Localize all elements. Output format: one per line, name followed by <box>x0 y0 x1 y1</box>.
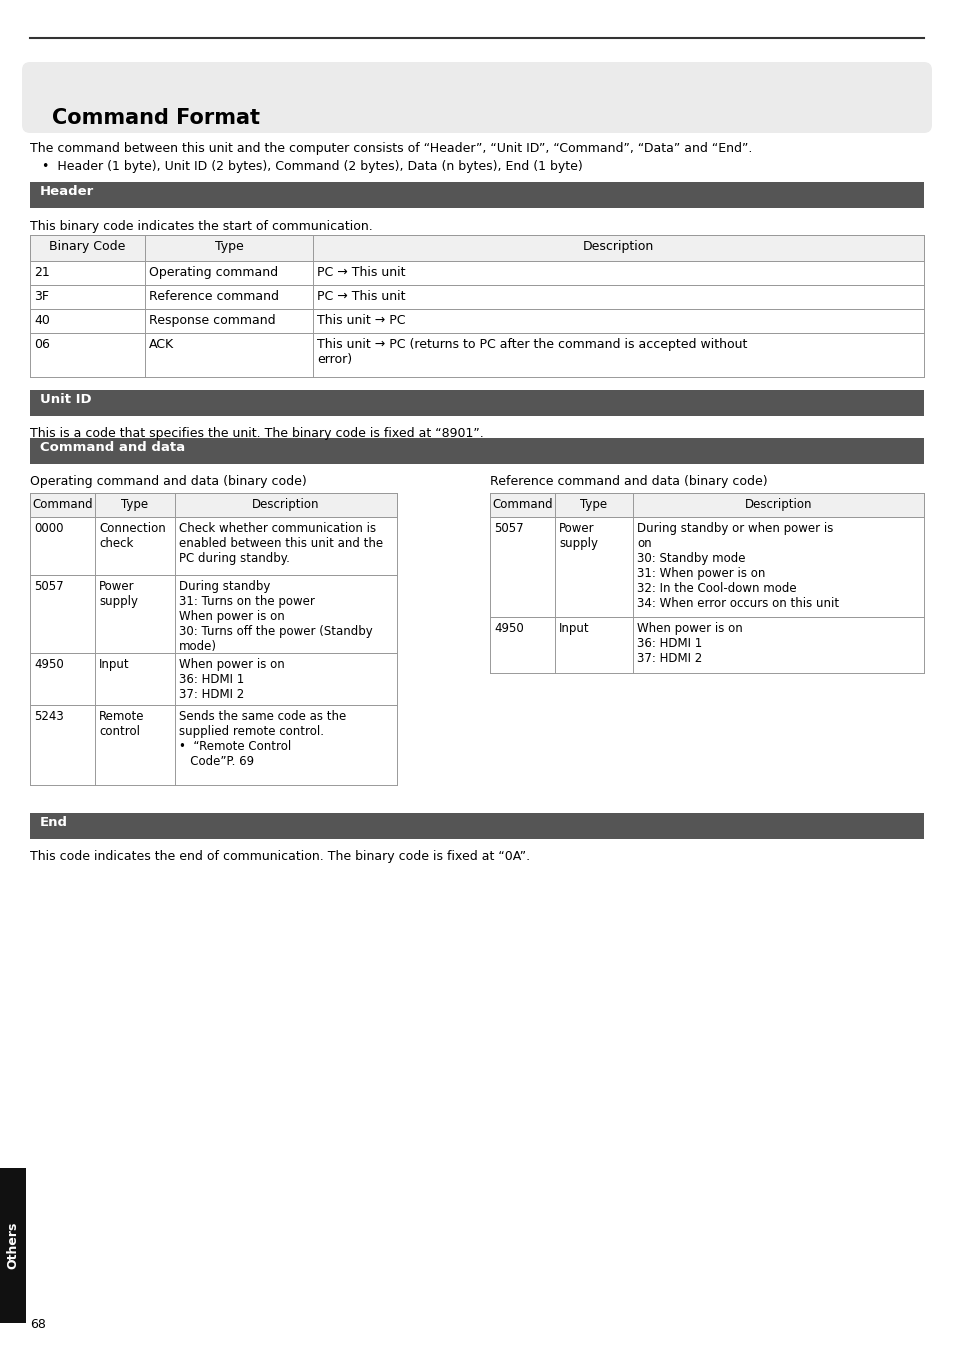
Text: Reference command and data (binary code): Reference command and data (binary code) <box>490 474 767 488</box>
Text: Operating command: Operating command <box>149 266 278 279</box>
Text: Type: Type <box>214 240 243 253</box>
Text: Description: Description <box>252 497 319 511</box>
Text: Connection
check: Connection check <box>99 522 166 550</box>
Text: Description: Description <box>744 497 811 511</box>
Text: This binary code indicates the start of communication.: This binary code indicates the start of … <box>30 220 373 233</box>
Text: 06: 06 <box>34 338 50 350</box>
Text: Check whether communication is
enabled between this unit and the
PC during stand: Check whether communication is enabled b… <box>179 522 383 565</box>
Text: Input: Input <box>99 658 130 671</box>
Text: Unit ID: Unit ID <box>40 394 91 406</box>
Text: ACK: ACK <box>149 338 174 350</box>
Text: Reference command: Reference command <box>149 290 278 303</box>
Text: Type: Type <box>121 497 149 511</box>
Text: 4950: 4950 <box>34 658 64 671</box>
Text: Command and data: Command and data <box>40 441 185 454</box>
Text: •  Header (1 byte), Unit ID (2 bytes), Command (2 bytes), Data (n bytes), End (1: • Header (1 byte), Unit ID (2 bytes), Co… <box>42 160 582 173</box>
Text: Remote
control: Remote control <box>99 710 144 737</box>
Text: 0000: 0000 <box>34 522 64 535</box>
Text: This is a code that specifies the unit. The binary code is fixed at “8901”.: This is a code that specifies the unit. … <box>30 427 483 439</box>
Bar <box>30 235 923 262</box>
Text: When power is on
36: HDMI 1
37: HDMI 2: When power is on 36: HDMI 1 37: HDMI 2 <box>637 621 742 665</box>
Text: Command: Command <box>492 497 552 511</box>
Bar <box>30 813 923 838</box>
Text: Others: Others <box>7 1221 19 1268</box>
Text: Description: Description <box>582 240 654 253</box>
Text: 40: 40 <box>34 314 50 328</box>
Text: 3F: 3F <box>34 290 49 303</box>
Bar <box>30 493 396 518</box>
FancyBboxPatch shape <box>22 62 931 133</box>
Text: Power
supply: Power supply <box>558 522 598 550</box>
Bar <box>30 390 923 417</box>
Bar <box>30 438 923 464</box>
Text: The command between this unit and the computer consists of “Header”, “Unit ID”, : The command between this unit and the co… <box>30 142 752 155</box>
Text: Operating command and data (binary code): Operating command and data (binary code) <box>30 474 307 488</box>
Text: PC → This unit: PC → This unit <box>316 266 405 279</box>
Text: 21: 21 <box>34 266 50 279</box>
Bar <box>30 182 923 208</box>
Text: 5057: 5057 <box>34 580 64 593</box>
Text: Sends the same code as the
supplied remote control.
•  “Remote Control
   Code”P: Sends the same code as the supplied remo… <box>179 710 346 768</box>
Text: During standby or when power is
on
30: Standby mode
31: When power is on
32: In : During standby or when power is on 30: S… <box>637 522 839 611</box>
Text: Type: Type <box>579 497 607 511</box>
Text: This code indicates the end of communication. The binary code is fixed at “0A”.: This code indicates the end of communica… <box>30 851 530 863</box>
Text: Header: Header <box>40 185 94 198</box>
Text: Power
supply: Power supply <box>99 580 138 608</box>
Bar <box>0 1167 26 1322</box>
Text: Command Format: Command Format <box>52 108 260 128</box>
Text: 68: 68 <box>30 1318 46 1330</box>
Text: When power is on
36: HDMI 1
37: HDMI 2: When power is on 36: HDMI 1 37: HDMI 2 <box>179 658 284 701</box>
Text: This unit → PC: This unit → PC <box>316 314 405 328</box>
Text: 4950: 4950 <box>494 621 523 635</box>
Text: Binary Code: Binary Code <box>50 240 126 253</box>
Text: 5243: 5243 <box>34 710 64 723</box>
Text: Input: Input <box>558 621 589 635</box>
Bar <box>490 493 923 518</box>
Text: Command: Command <box>32 497 92 511</box>
Text: End: End <box>40 816 68 829</box>
Text: 5057: 5057 <box>494 522 523 535</box>
Text: During standby
31: Turns on the power
When power is on
30: Turns off the power (: During standby 31: Turns on the power Wh… <box>179 580 373 652</box>
Text: Response command: Response command <box>149 314 275 328</box>
Text: This unit → PC (returns to PC after the command is accepted without
error): This unit → PC (returns to PC after the … <box>316 338 746 367</box>
Text: PC → This unit: PC → This unit <box>316 290 405 303</box>
